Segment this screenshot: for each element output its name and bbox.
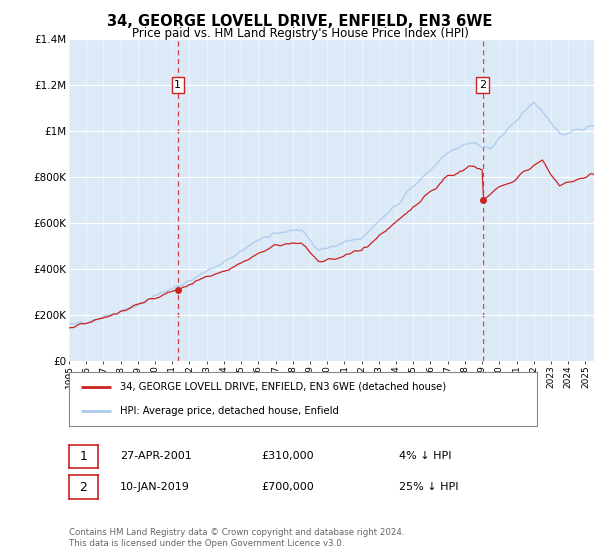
- Text: 34, GEORGE LOVELL DRIVE, ENFIELD, EN3 6WE (detached house): 34, GEORGE LOVELL DRIVE, ENFIELD, EN3 6W…: [121, 382, 446, 392]
- Text: 2: 2: [479, 80, 486, 90]
- Text: 1: 1: [174, 80, 181, 90]
- Text: 1: 1: [79, 450, 88, 463]
- Text: Contains HM Land Registry data © Crown copyright and database right 2024.
This d: Contains HM Land Registry data © Crown c…: [69, 528, 404, 548]
- Text: 2: 2: [79, 480, 88, 494]
- Text: 34, GEORGE LOVELL DRIVE, ENFIELD, EN3 6WE: 34, GEORGE LOVELL DRIVE, ENFIELD, EN3 6W…: [107, 14, 493, 29]
- Text: HPI: Average price, detached house, Enfield: HPI: Average price, detached house, Enfi…: [121, 406, 340, 416]
- Text: 4% ↓ HPI: 4% ↓ HPI: [399, 451, 452, 461]
- Text: 27-APR-2001: 27-APR-2001: [120, 451, 192, 461]
- Text: 10-JAN-2019: 10-JAN-2019: [120, 482, 190, 492]
- Text: 25% ↓ HPI: 25% ↓ HPI: [399, 482, 458, 492]
- Text: Price paid vs. HM Land Registry's House Price Index (HPI): Price paid vs. HM Land Registry's House …: [131, 27, 469, 40]
- Text: £310,000: £310,000: [261, 451, 314, 461]
- Text: £700,000: £700,000: [261, 482, 314, 492]
